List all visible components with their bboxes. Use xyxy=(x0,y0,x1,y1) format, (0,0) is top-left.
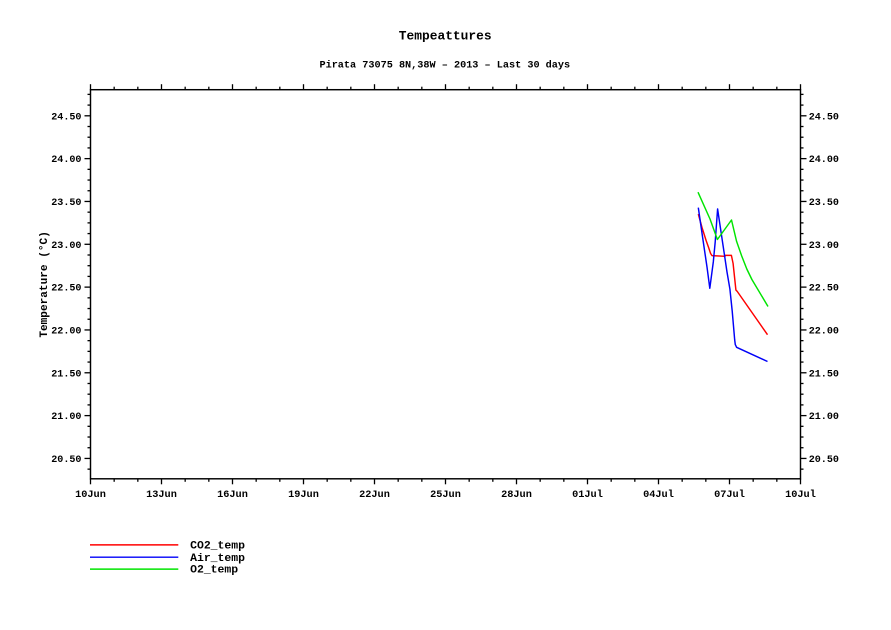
svg-text:22.00: 22.00 xyxy=(51,327,81,338)
svg-text:24.50: 24.50 xyxy=(51,112,81,123)
svg-text:16Jun: 16Jun xyxy=(217,489,248,501)
svg-text:10Jun: 10Jun xyxy=(75,489,106,501)
svg-text:23.50: 23.50 xyxy=(809,198,839,209)
svg-text:22.00: 22.00 xyxy=(809,327,839,338)
svg-text:21.50: 21.50 xyxy=(809,369,839,380)
svg-text:Temperature (°C): Temperature (°C) xyxy=(39,231,51,338)
svg-text:20.50: 20.50 xyxy=(809,455,839,466)
svg-text:25Jun: 25Jun xyxy=(430,489,461,501)
svg-text:Pirata 73075 8N,38W – 2013 – L: Pirata 73075 8N,38W – 2013 – Last 30 day… xyxy=(319,60,570,72)
svg-text:20.50: 20.50 xyxy=(51,455,81,466)
svg-text:CO2_temp: CO2_temp xyxy=(190,540,245,553)
svg-text:24.50: 24.50 xyxy=(809,112,839,123)
svg-text:01Jul: 01Jul xyxy=(572,489,603,501)
svg-text:22.50: 22.50 xyxy=(51,284,81,295)
svg-text:21.00: 21.00 xyxy=(51,412,81,423)
svg-text:10Jul: 10Jul xyxy=(785,489,816,501)
svg-text:24.00: 24.00 xyxy=(51,155,81,166)
svg-text:23.00: 23.00 xyxy=(809,241,839,252)
svg-text:13Jun: 13Jun xyxy=(146,489,177,501)
svg-text:24.00: 24.00 xyxy=(809,155,839,166)
svg-text:23.00: 23.00 xyxy=(51,241,81,252)
svg-text:O2_temp: O2_temp xyxy=(190,564,238,577)
svg-text:22Jun: 22Jun xyxy=(359,489,390,501)
svg-text:21.00: 21.00 xyxy=(809,412,839,423)
svg-text:19Jun: 19Jun xyxy=(288,489,319,501)
svg-text:07Jul: 07Jul xyxy=(714,489,745,501)
svg-text:Tempeattures: Tempeattures xyxy=(399,29,492,44)
svg-text:Air_temp: Air_temp xyxy=(190,552,245,565)
svg-text:23.50: 23.50 xyxy=(51,198,81,209)
svg-text:21.50: 21.50 xyxy=(51,369,81,380)
svg-text:04Jul: 04Jul xyxy=(643,489,674,501)
svg-text:22.50: 22.50 xyxy=(809,284,839,295)
svg-text:28Jun: 28Jun xyxy=(501,489,532,501)
